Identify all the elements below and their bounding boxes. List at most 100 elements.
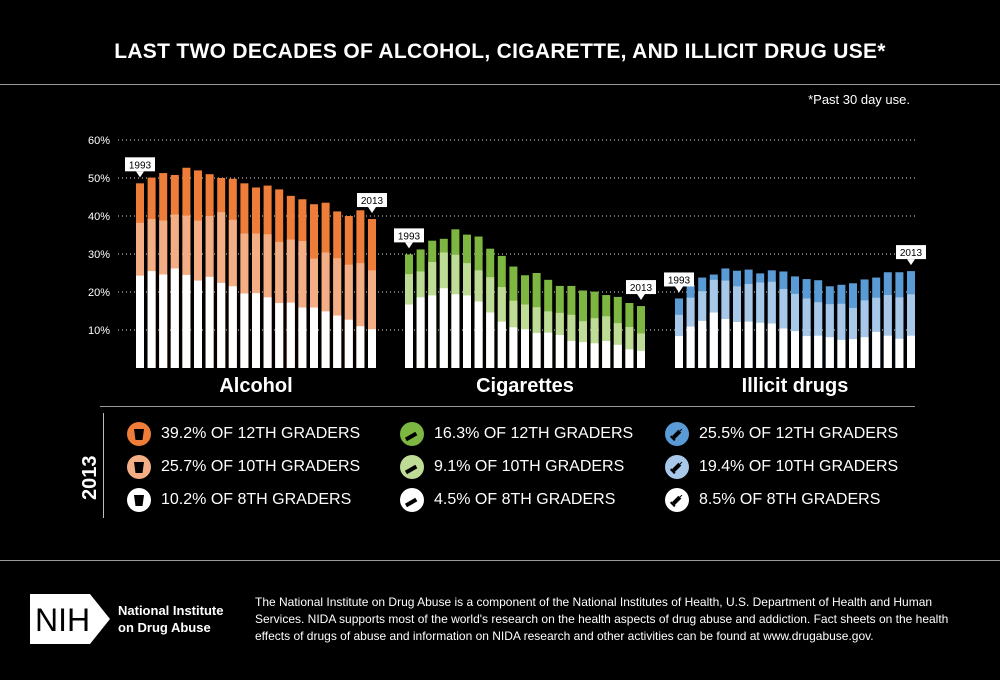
bar-alcohol-10th <box>368 270 376 368</box>
bar-cigarettes-8th <box>439 288 448 368</box>
year-start-callout: 1993 <box>129 160 152 171</box>
year-start-callout-pointer <box>675 286 683 293</box>
legend-item: 16.3% OF 12TH GRADERS <box>400 422 633 446</box>
bar-illicit-drugs-8th <box>756 322 765 368</box>
bar-alcohol-10th <box>333 258 342 368</box>
bar-alcohol-8th <box>182 274 191 368</box>
bar-cigarettes-8th <box>451 294 460 368</box>
bar-illicit-drugs-10th <box>883 295 892 368</box>
bar-alcohol-8th <box>147 271 156 368</box>
bar-alcohol-8th <box>240 293 249 368</box>
cigarette-icon <box>400 455 424 479</box>
syringe-icon <box>665 488 689 512</box>
legend-item: 19.4% OF 10TH GRADERS <box>665 455 898 479</box>
year-start-callout-pointer <box>405 242 413 249</box>
bar-cigarettes-8th <box>405 304 413 368</box>
cigarette-icon <box>400 488 424 512</box>
bar-alcohol-8th <box>252 293 260 368</box>
legend-item-label: 19.4% OF 10TH GRADERS <box>699 458 899 475</box>
legend-item-label: 16.3% OF 12TH GRADERS <box>434 425 634 442</box>
bar-illicit-drugs-8th <box>802 336 811 368</box>
cup-icon <box>127 422 151 446</box>
bar-cigarettes-8th <box>463 295 471 368</box>
bar-illicit-drugs-10th <box>860 300 869 368</box>
bar-illicit-drugs-8th <box>872 331 881 368</box>
legend-item: 39.2% OF 12TH GRADERS <box>127 422 360 446</box>
year-end-callout-box <box>357 193 387 208</box>
bar-cigarettes-8th <box>613 344 622 368</box>
bar-illicit-drugs-8th <box>779 328 788 368</box>
year-start-callout: 1993 <box>668 275 691 286</box>
bar-cigarettes-8th <box>497 321 506 368</box>
y-tick-label: 30% <box>88 249 110 261</box>
bar-illicit-drugs-8th <box>744 321 753 368</box>
legend-item: 4.5% OF 8TH GRADERS <box>400 488 615 512</box>
divider-footer <box>0 560 1000 561</box>
nih-logo: NIH <box>30 594 110 644</box>
bar-alcohol-8th <box>194 280 202 368</box>
organization-name: National Institute on Drug Abuse <box>118 602 223 636</box>
cup-icon <box>127 488 151 512</box>
bar-cigarettes-8th <box>474 301 483 368</box>
bar-cigarettes-8th <box>544 332 553 368</box>
group-label: Alcohol <box>219 375 292 397</box>
bar-alcohol-8th <box>344 319 353 368</box>
cigarette-icon <box>400 422 424 446</box>
bar-cigarettes-8th <box>602 341 611 368</box>
bar-alcohol-10th <box>321 252 330 368</box>
bar-cigarettes-8th <box>416 297 425 368</box>
bar-cigarettes-8th <box>532 333 541 368</box>
legend-item-label: 25.5% OF 12TH GRADERS <box>699 425 899 442</box>
bar-illicit-drugs-8th <box>791 331 799 368</box>
bar-cigarettes-8th <box>555 334 564 368</box>
year-start-callout-box <box>125 157 155 172</box>
bar-illicit-drugs-8th <box>675 336 683 368</box>
legend-item: 8.5% OF 8TH GRADERS <box>665 488 880 512</box>
bar-illicit-drugs-10th <box>791 293 799 368</box>
bar-illicit-drugs-8th <box>837 339 846 368</box>
nih-logo-text: NIH <box>35 602 90 638</box>
bar-illicit-drugs-10th <box>825 304 834 368</box>
bar-illicit-drugs-8th <box>860 337 869 368</box>
bar-alcohol-8th <box>356 326 365 368</box>
bar-alcohol-10th <box>356 263 365 368</box>
legend-year-label: 2013 <box>79 455 101 501</box>
y-tick-label: 40% <box>88 211 110 223</box>
organization-name-line2: on Drug Abuse <box>118 620 211 635</box>
bar-illicit-drugs-10th <box>837 303 846 368</box>
bar-alcohol-8th <box>217 282 226 368</box>
year-start-callout-box <box>394 228 424 243</box>
bar-illicit-drugs-8th <box>895 338 904 368</box>
bar-cigarettes-8th <box>637 350 645 368</box>
bar-illicit-drugs-10th <box>907 294 915 368</box>
bar-illicit-drugs-8th <box>814 335 823 368</box>
year-end-callout-pointer <box>368 207 376 214</box>
bar-cigarettes-8th <box>625 349 634 368</box>
footnote: *Past 30 day use. <box>808 92 910 107</box>
bar-illicit-drugs-10th <box>895 297 904 368</box>
y-tick-label: 10% <box>88 325 110 337</box>
bar-illicit-drugs-10th <box>802 298 811 368</box>
page-title: LAST TWO DECADES OF ALCOHOL, CIGARETTE, … <box>114 40 886 63</box>
bar-illicit-drugs-8th <box>849 339 857 368</box>
legend-item-label: 25.7% OF 10TH GRADERS <box>161 458 361 475</box>
bar-chart: 10% 20% 30% 40% 50% 60% Alcohol 1993 2013 Cigaret… <box>88 135 926 397</box>
legend-item-label: 39.2% OF 12TH GRADERS <box>161 425 361 442</box>
legend-item-label: 10.2% OF 8TH GRADERS <box>161 491 352 508</box>
bar-illicit-drugs-8th <box>686 326 695 368</box>
year-end-callout-pointer <box>637 294 645 301</box>
bar-illicit-drugs-8th <box>709 312 718 368</box>
syringe-icon <box>665 455 689 479</box>
bar-alcohol-8th <box>170 268 179 368</box>
bar-cigarettes-8th <box>509 327 518 368</box>
bar-alcohol-8th <box>159 274 168 368</box>
legend-item-label: 4.5% OF 8TH GRADERS <box>434 491 616 508</box>
bar-alcohol-8th <box>228 286 237 368</box>
bar-cigarettes-8th <box>428 295 437 368</box>
y-tick-label: 20% <box>88 287 110 299</box>
bar-cigarettes-8th <box>521 329 529 368</box>
legend-item: 9.1% OF 10TH GRADERS <box>400 455 624 479</box>
bar-alcohol-8th <box>136 275 144 368</box>
bar-cigarettes-10th <box>625 326 634 368</box>
bar-cigarettes-10th <box>590 318 599 368</box>
